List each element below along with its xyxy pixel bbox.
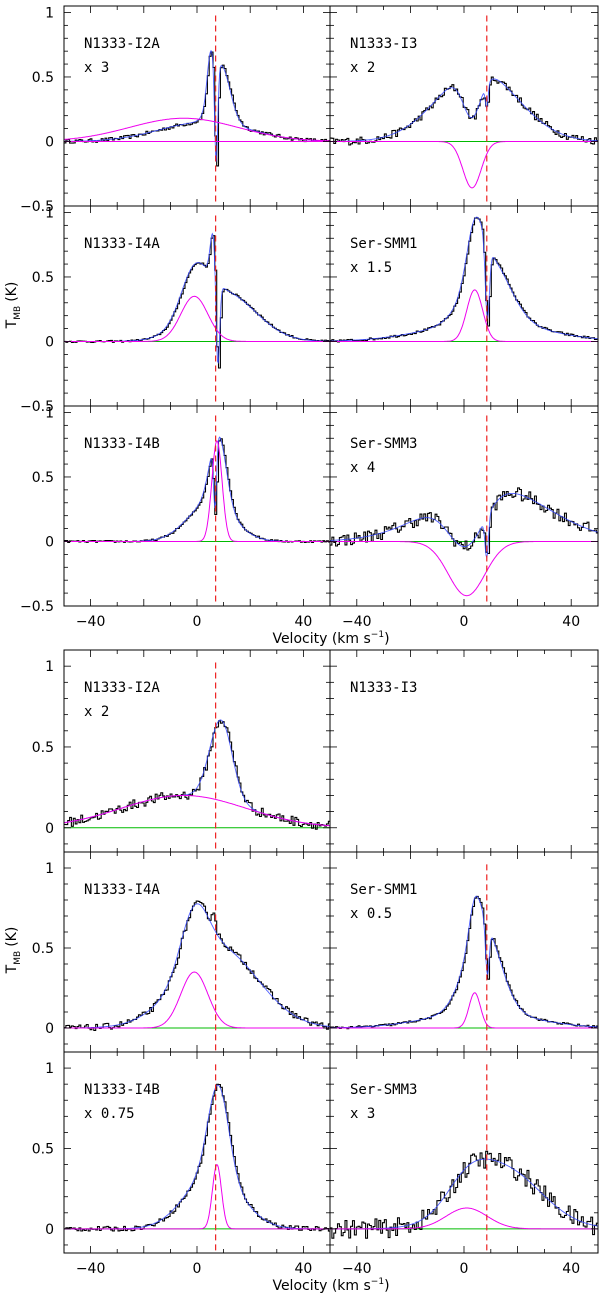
gaussian-component <box>64 295 330 342</box>
spectrum-panel: N1333-I3 <box>329 649 599 853</box>
panel-scale: x 1.5 <box>350 260 392 276</box>
y-tick-label: 0 <box>45 334 54 350</box>
x-tick-label: 0 <box>460 1261 469 1277</box>
panel-scale: x 4 <box>350 460 375 476</box>
gaussian-component <box>64 1163 330 1230</box>
gaussian-component <box>330 1207 598 1230</box>
y-tick-label: 0 <box>45 1021 54 1037</box>
y-tick-label: 0 <box>45 534 54 550</box>
panel-scale: x 3 <box>84 60 109 76</box>
gaussian-component <box>64 794 330 827</box>
y-tick-label: −0.5 <box>20 199 54 215</box>
gaussian-component <box>330 992 598 1029</box>
gaussian-component <box>64 439 330 542</box>
observed-spectrum <box>64 438 330 544</box>
total-fit <box>64 719 330 827</box>
spectrum-panel: N1333-I4B −0.5 0 0.5 1 −40 0 40 <box>20 405 331 630</box>
observed-spectrum <box>64 235 330 369</box>
x-tick-label: −40 <box>342 614 372 630</box>
total-fit <box>64 436 330 542</box>
x-tick-label: −40 <box>76 1261 106 1277</box>
panel-scale: x 2 <box>84 704 109 720</box>
spectrum-panel: N1333-I2A x 2 0 0.5 1 <box>32 649 331 853</box>
observed-spectrum <box>330 1150 598 1239</box>
spectrum-panel: Ser-SMM1 x 0.5 <box>329 851 599 1053</box>
spectrum-panel: N1333-I2A x 3 −0.5 0 0.5 1 <box>20 5 331 215</box>
x-axis-label: Velocity (km s−1) <box>272 630 389 647</box>
observed-spectrum <box>64 900 330 1032</box>
observed-spectrum <box>64 51 330 167</box>
panel-scale: x 3 <box>350 1106 375 1122</box>
y-tick-label: 0 <box>45 821 54 837</box>
total-fit <box>330 1158 598 1230</box>
y-tick-label: 1 <box>45 1061 54 1077</box>
y-tick-label: 1 <box>45 861 54 877</box>
panel-name: Ser-SMM3 <box>350 436 417 452</box>
panel-scale: x 0.5 <box>350 906 392 922</box>
gaussian-component <box>330 289 598 342</box>
y-tick-label: 0.5 <box>32 1141 54 1157</box>
y-tick-label: −0.5 <box>20 399 54 415</box>
panel-name: N1333-I4B <box>84 1082 160 1098</box>
y-tick-label: 0.5 <box>32 270 54 286</box>
x-tick-label: 40 <box>562 1261 580 1277</box>
spectrum-panel: N1333-I3 x 2 <box>329 5 599 207</box>
spectrum-panel: N1333-I4A −0.5 0 0.5 1 <box>20 205 331 415</box>
y-tick-label: 1 <box>45 405 54 421</box>
gaussian-component <box>330 541 598 597</box>
gaussian-component <box>64 971 330 1029</box>
spectrum-panel: Ser-SMM1 x 1.5 <box>329 205 599 407</box>
panel-name: Ser-SMM3 <box>350 1082 417 1098</box>
x-tick-label: 0 <box>193 1261 202 1277</box>
y-axis-label: TMB(K) <box>4 282 23 330</box>
panel-name: N1333-I2A <box>84 680 160 696</box>
total-fit <box>330 895 598 1029</box>
y-tick-label: −0.5 <box>20 599 54 615</box>
panel-scale: x 2 <box>350 60 375 76</box>
panel-name: N1333-I4A <box>84 236 160 252</box>
panel-name: N1333-I4A <box>84 882 160 898</box>
y-tick-label: 0 <box>45 134 54 150</box>
gaussian-component <box>64 117 330 142</box>
x-tick-label: 0 <box>460 614 469 630</box>
y-tick-label: 0 <box>45 1222 54 1238</box>
y-tick-label: 0.5 <box>32 70 54 86</box>
observed-spectrum <box>330 487 598 555</box>
spectrum-panel: N1333-I4B x 0.75 0 0.5 1 −40 0 40 <box>32 1051 331 1277</box>
y-tick-label: 0.5 <box>32 941 54 957</box>
gaussian-component <box>330 141 598 189</box>
panel-name: N1333-I4B <box>84 436 160 452</box>
total-fit <box>330 78 598 142</box>
total-fit <box>330 492 598 560</box>
panel-name: Ser-SMM1 <box>350 882 417 898</box>
x-tick-label: 40 <box>294 614 312 630</box>
y-tick-label: 1 <box>45 205 54 221</box>
panel-name: N1333-I3 <box>350 36 417 52</box>
spectrum-panel: Ser-SMM3 x 4 −40 0 40 <box>329 405 599 630</box>
total-fit <box>64 903 330 1029</box>
y-tick-label: 0.5 <box>32 740 54 756</box>
panel-name: N1333-I2A <box>84 36 160 52</box>
x-tick-label: −40 <box>342 1261 372 1277</box>
x-tick-label: 40 <box>562 614 580 630</box>
y-tick-label: 1 <box>45 659 54 675</box>
total-fit <box>330 216 598 342</box>
x-axis-label: Velocity (km s−1) <box>272 1277 389 1294</box>
x-tick-label: −40 <box>76 614 106 630</box>
x-tick-label: 0 <box>193 614 202 630</box>
y-tick-label: 0.5 <box>32 470 54 486</box>
observed-spectrum <box>330 76 598 146</box>
x-tick-label: 40 <box>294 1261 312 1277</box>
total-fit <box>64 232 330 365</box>
y-axis-label: TMB(K) <box>4 927 23 975</box>
observed-spectrum <box>64 720 330 830</box>
panel-name: Ser-SMM1 <box>350 236 417 252</box>
panel-scale: x 0.75 <box>84 1106 135 1122</box>
panel-name: N1333-I3 <box>350 680 417 696</box>
y-tick-label: 1 <box>45 5 54 21</box>
spectrum-panel: Ser-SMM3 x 3 −40 0 40 <box>329 1051 599 1277</box>
spectrum-panel: N1333-I4A 0 0.5 1 <box>32 851 331 1053</box>
